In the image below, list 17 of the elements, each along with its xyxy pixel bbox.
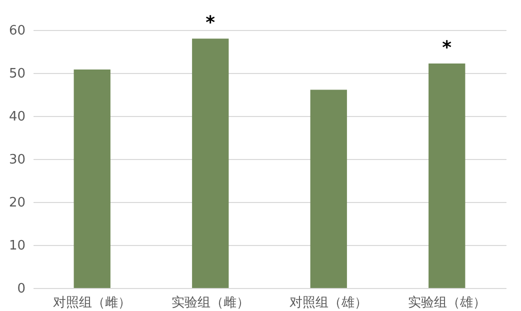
- y-tick-label: 20: [8, 196, 26, 210]
- y-tick-label: 10: [8, 238, 26, 254]
- bar: [310, 90, 347, 288]
- y-tick-label: 0: [17, 282, 26, 296]
- bar: [74, 70, 110, 288]
- bar: [192, 38, 229, 288]
- x-tick-label: 对照组（雄）: [290, 296, 368, 310]
- y-tick-label: 30: [8, 152, 26, 168]
- y-tick-label: 50: [8, 66, 26, 82]
- annotation: *: [206, 12, 216, 34]
- y-tick-label: 60: [8, 24, 26, 38]
- x-tick-label: 实验组（雄）: [408, 296, 486, 310]
- x-tick-label: 对照组（雌）: [53, 296, 132, 310]
- x-tick-label: 实验组（雌）: [171, 296, 250, 310]
- y-tick-label: 40: [8, 110, 26, 124]
- annotation: *: [442, 38, 452, 59]
- bar: [428, 64, 466, 288]
